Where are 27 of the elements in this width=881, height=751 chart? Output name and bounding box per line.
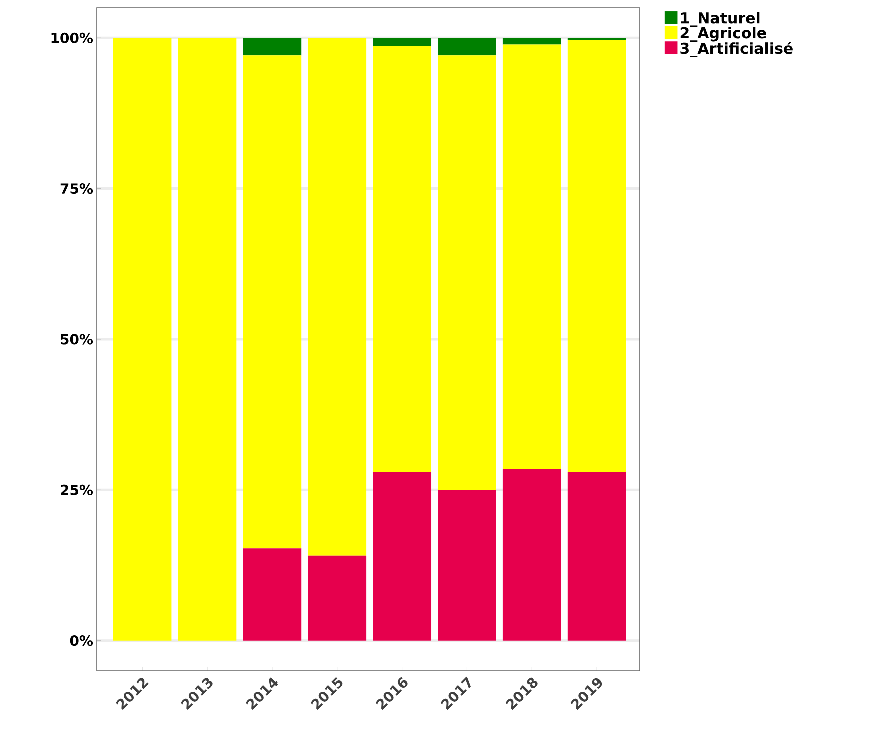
bar xyxy=(502,44,562,470)
y-tick-label: 50% xyxy=(61,334,94,345)
bar xyxy=(308,556,367,641)
bar xyxy=(373,472,432,641)
bar xyxy=(568,40,626,472)
bar xyxy=(502,38,562,45)
bar xyxy=(438,56,496,490)
legend-label: 1_Naturel xyxy=(681,12,760,28)
y-tick-label: 0% xyxy=(70,636,94,646)
bar xyxy=(243,56,302,549)
legend-label: 2_Agricole xyxy=(680,27,766,42)
y-tick-label: 100% xyxy=(52,32,94,44)
bar xyxy=(243,38,302,56)
legend-label: 3_Artificialisé xyxy=(680,42,793,58)
bar xyxy=(373,46,432,472)
bar xyxy=(438,38,496,56)
bar xyxy=(568,472,626,641)
bar xyxy=(178,38,237,641)
y-tick-label: 25% xyxy=(61,484,94,496)
bar xyxy=(373,38,432,46)
bar xyxy=(568,38,626,41)
y-tick-label: 75% xyxy=(60,184,94,194)
bar xyxy=(502,469,562,641)
bar xyxy=(243,548,302,641)
bar xyxy=(113,38,172,641)
bar xyxy=(308,38,367,556)
bar xyxy=(438,490,496,641)
